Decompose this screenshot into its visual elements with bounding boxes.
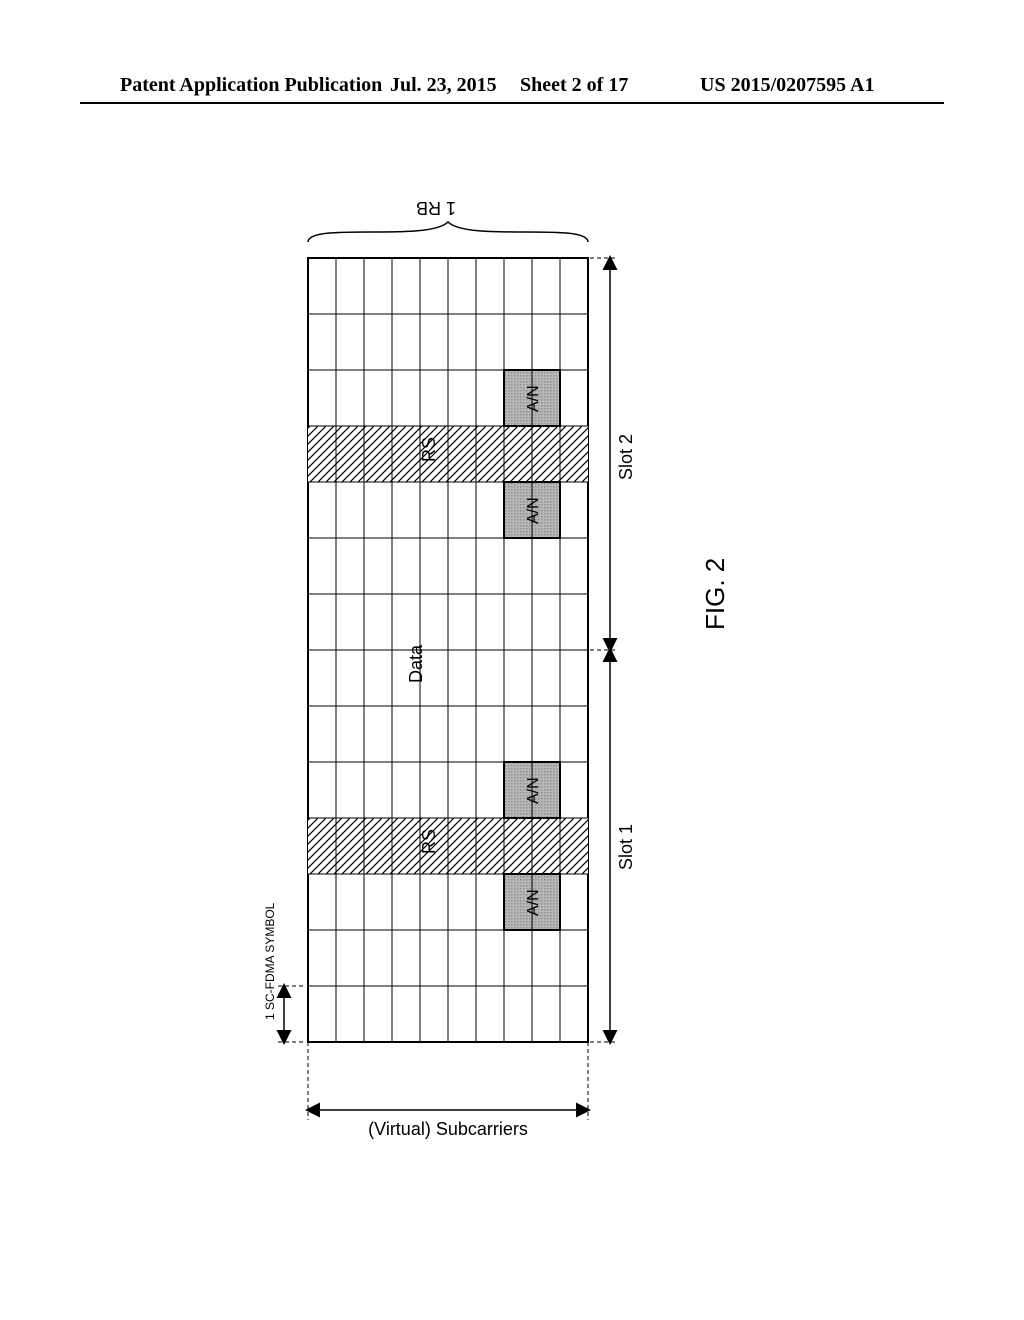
svg-text:Slot 2: Slot 2 bbox=[616, 434, 636, 480]
figure-2: RS RS A/N A/N A/N A/N Data 1 RB bbox=[250, 150, 650, 1190]
svg-text:1 SC-FDMA SYMBOL: 1 SC-FDMA SYMBOL bbox=[263, 902, 277, 1020]
svg-text:1 RB: 1 RB bbox=[416, 198, 456, 218]
grid-svg: RS RS A/N A/N A/N A/N Data 1 RB bbox=[250, 150, 650, 1190]
svg-text:RS: RS bbox=[419, 829, 439, 854]
svg-text:Slot 1: Slot 1 bbox=[616, 824, 636, 870]
header-date: Jul. 23, 2015 bbox=[390, 74, 497, 97]
header-pubno: US 2015/0207595 A1 bbox=[700, 74, 874, 97]
header-rule bbox=[80, 102, 944, 104]
header-left: Patent Application Publication bbox=[120, 74, 382, 97]
header-sheet: Sheet 2 of 17 bbox=[520, 74, 628, 97]
svg-text:A/N: A/N bbox=[525, 497, 542, 524]
svg-text:RS: RS bbox=[419, 437, 439, 462]
svg-text:A/N: A/N bbox=[525, 385, 542, 412]
svg-text:A/N: A/N bbox=[525, 889, 542, 916]
figure-caption: FIG. 2 bbox=[700, 558, 731, 630]
svg-text:(Virtual) Subcarriers: (Virtual) Subcarriers bbox=[368, 1119, 528, 1139]
svg-text:A/N: A/N bbox=[525, 777, 542, 804]
svg-text:Data: Data bbox=[406, 644, 426, 683]
